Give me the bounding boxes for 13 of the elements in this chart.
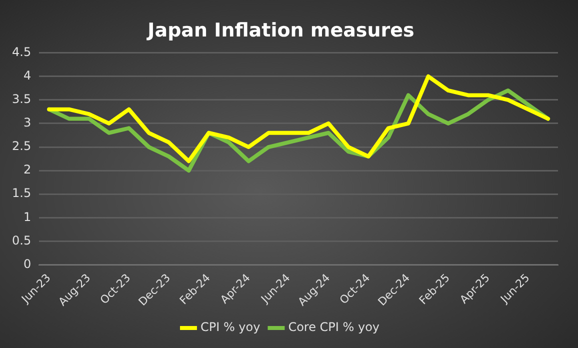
y-tick-label: 4.5 — [12, 44, 32, 59]
y-tick-label: 1.5 — [12, 186, 32, 200]
legend-label: CPI % yoy — [200, 320, 260, 334]
y-tick-label: 4 — [23, 68, 32, 82]
chart-title: Japan Inflation measures — [146, 19, 414, 42]
y-tick-label: 1 — [23, 210, 32, 224]
y-tick-label: 2.5 — [12, 139, 32, 154]
legend-label: Core CPI % yoy — [288, 320, 380, 334]
y-tick-label: 3.5 — [12, 92, 32, 106]
y-tick-label: 0.5 — [12, 233, 32, 248]
y-tick-label: 2 — [23, 162, 32, 177]
y-tick-label: 0 — [23, 256, 32, 271]
y-tick-label: 3 — [23, 116, 32, 130]
